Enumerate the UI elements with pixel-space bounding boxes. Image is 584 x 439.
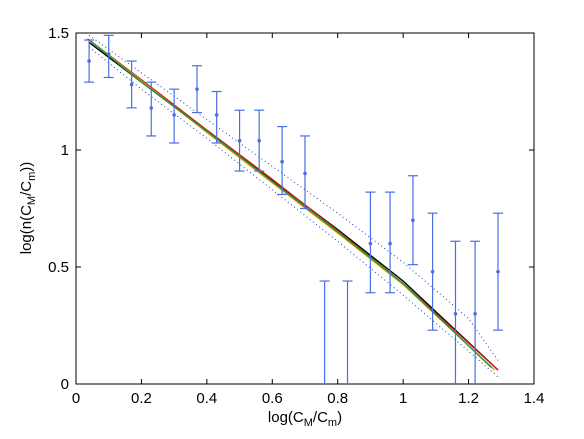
data-point: [388, 241, 392, 246]
data-point: [453, 312, 458, 316]
x-tick-label: 0: [72, 390, 80, 407]
x-tick-label: 1.4: [524, 390, 545, 407]
bound-line: [88, 46, 499, 378]
y-tick-label: 1: [61, 142, 69, 159]
data-point: [473, 312, 477, 316]
x-tick-label: 1.2: [458, 390, 479, 407]
x-tick-label: 1: [399, 390, 407, 407]
data-point: [303, 171, 307, 176]
data-point: [368, 241, 373, 246]
x-tick-label: 0.4: [196, 390, 217, 407]
data-point: [411, 218, 415, 222]
data-point: [257, 138, 262, 143]
y-tick-label: 0: [61, 376, 69, 393]
data-point: [149, 106, 154, 110]
data-point: [195, 87, 199, 91]
fit-line: [90, 40, 492, 369]
y-tick-label: 0.5: [48, 259, 69, 276]
data-point: [214, 113, 219, 117]
data-point: [237, 138, 242, 143]
data-point: [106, 52, 111, 56]
y-tick-label: 1.5: [48, 25, 69, 42]
data-point: [172, 113, 176, 117]
x-tick-label: 0.8: [327, 390, 348, 407]
x-tick-label: 0.6: [262, 390, 283, 407]
data-point: [280, 159, 284, 164]
ticks-layer: 0 0.2 0.4 0.6 0.8 1 1.2 1.4 0 0.5 1 1.5: [48, 25, 544, 407]
x-tick-label: 0.2: [131, 390, 152, 407]
x-axis-label: log(CM/Cm): [268, 409, 342, 429]
series-layer: [84, 34, 504, 384]
data-point: [87, 59, 91, 63]
y-axis-label: log(n(CM/Cm)): [18, 162, 38, 255]
data-point: [496, 269, 500, 274]
data-point: [129, 82, 134, 87]
data-point: [430, 269, 435, 274]
fit-line: [88, 39, 496, 371]
